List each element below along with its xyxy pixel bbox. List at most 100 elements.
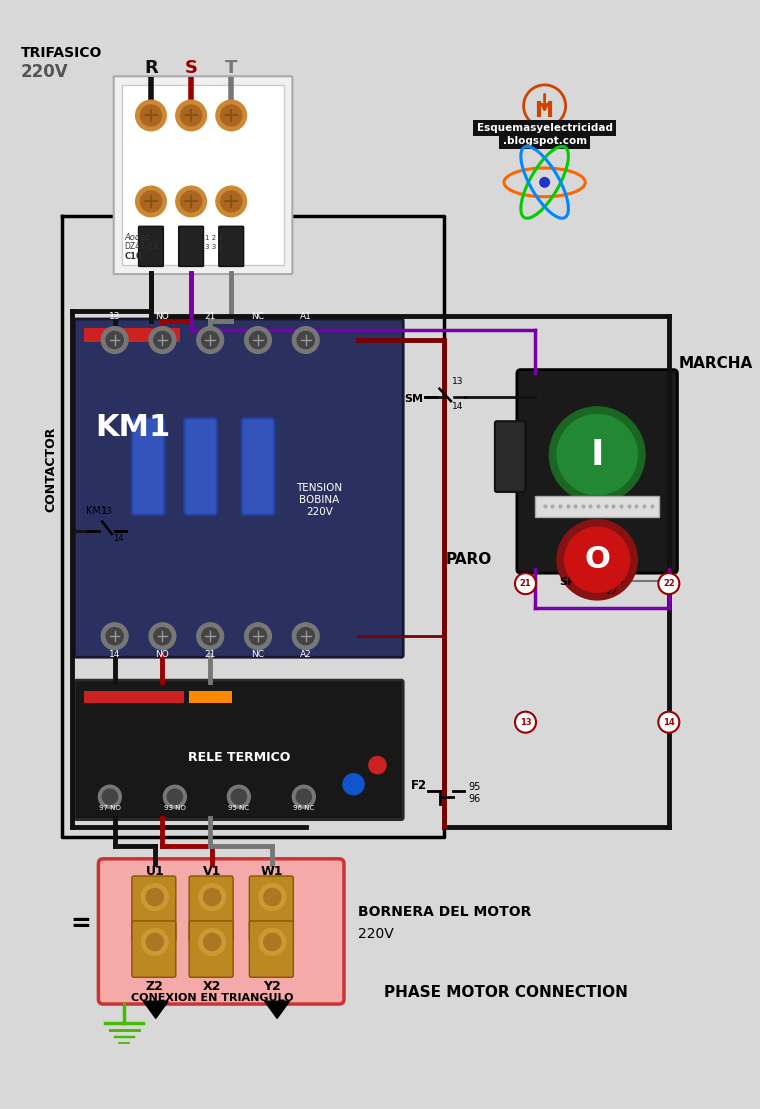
Circle shape [245, 623, 271, 650]
Text: SP: SP [559, 577, 575, 587]
Circle shape [245, 327, 271, 354]
Text: 13: 13 [109, 312, 120, 321]
Circle shape [149, 623, 176, 650]
Text: DZ47-63: DZ47-63 [124, 242, 157, 252]
Circle shape [181, 105, 201, 126]
Circle shape [231, 790, 246, 804]
Circle shape [220, 105, 242, 126]
Circle shape [198, 928, 226, 955]
Text: KM1: KM1 [86, 506, 107, 516]
Text: 14: 14 [112, 533, 123, 542]
Circle shape [106, 332, 123, 348]
Circle shape [106, 628, 123, 644]
Circle shape [197, 327, 223, 354]
Circle shape [101, 623, 128, 650]
Text: Aodec: Aodec [124, 233, 150, 242]
Circle shape [293, 327, 319, 354]
Text: O: O [584, 546, 610, 574]
Text: U1: U1 [145, 865, 164, 878]
Circle shape [146, 934, 163, 950]
FancyBboxPatch shape [114, 77, 293, 274]
Text: Z2: Z2 [146, 979, 163, 993]
Circle shape [540, 177, 549, 187]
Bar [535, 496, 659, 517]
FancyBboxPatch shape [242, 418, 274, 515]
Text: 220V: 220V [358, 927, 394, 942]
Circle shape [259, 928, 286, 955]
Circle shape [181, 191, 201, 212]
Text: I: I [591, 438, 604, 471]
Circle shape [264, 888, 281, 906]
Circle shape [154, 332, 171, 348]
Circle shape [176, 186, 207, 216]
Text: CONTACTOR: CONTACTOR [44, 426, 57, 511]
Circle shape [658, 573, 679, 594]
Text: 1 2 3: 1 2 3 [205, 235, 223, 241]
Text: S: S [185, 59, 198, 77]
Text: 95: 95 [468, 782, 480, 792]
Bar [189, 691, 232, 703]
Circle shape [197, 623, 223, 650]
Text: NC: NC [252, 312, 264, 321]
FancyBboxPatch shape [122, 85, 283, 265]
Text: 13: 13 [101, 507, 112, 516]
Circle shape [264, 934, 281, 950]
Circle shape [149, 327, 176, 354]
Text: 13: 13 [452, 377, 464, 386]
Text: 14: 14 [663, 718, 675, 726]
FancyBboxPatch shape [74, 680, 404, 820]
Text: 96 NC: 96 NC [293, 805, 315, 811]
Text: Y2: Y2 [264, 979, 281, 993]
Text: W1: W1 [261, 865, 283, 878]
Circle shape [658, 712, 679, 733]
Circle shape [227, 785, 250, 808]
Circle shape [557, 520, 638, 600]
FancyBboxPatch shape [495, 421, 525, 492]
Circle shape [136, 100, 166, 131]
Circle shape [259, 884, 286, 910]
FancyBboxPatch shape [249, 876, 293, 942]
Text: 13: 13 [520, 718, 531, 726]
Bar [84, 327, 179, 342]
Text: 96: 96 [468, 794, 480, 804]
FancyBboxPatch shape [138, 226, 163, 266]
Circle shape [557, 415, 638, 495]
Text: PHASE MOTOR CONNECTION: PHASE MOTOR CONNECTION [385, 986, 629, 1000]
Circle shape [343, 774, 364, 795]
Circle shape [103, 790, 118, 804]
Text: A1: A1 [299, 312, 312, 321]
Circle shape [201, 332, 219, 348]
Text: TENSION
BOBINA
220V: TENSION BOBINA 220V [296, 484, 342, 517]
Text: 14: 14 [452, 401, 464, 410]
FancyBboxPatch shape [185, 418, 217, 515]
Circle shape [515, 573, 536, 594]
Polygon shape [264, 1001, 290, 1018]
Text: .blogspot.com: .blogspot.com [502, 136, 587, 146]
FancyBboxPatch shape [131, 920, 176, 977]
FancyBboxPatch shape [98, 858, 344, 1004]
Circle shape [201, 628, 219, 644]
FancyBboxPatch shape [179, 226, 204, 266]
Circle shape [369, 756, 386, 774]
Circle shape [176, 100, 207, 131]
Text: 22: 22 [606, 587, 618, 597]
Text: BORNERA DEL MOTOR: BORNERA DEL MOTOR [358, 905, 532, 919]
Text: T: T [225, 59, 237, 77]
Text: 97 NO: 97 NO [99, 805, 121, 811]
Circle shape [216, 100, 246, 131]
Text: 21: 21 [520, 579, 531, 588]
Bar [84, 691, 185, 703]
Circle shape [249, 332, 267, 348]
Text: 21: 21 [204, 312, 216, 321]
Circle shape [167, 790, 182, 804]
FancyBboxPatch shape [517, 369, 677, 573]
Circle shape [293, 623, 319, 650]
Circle shape [141, 884, 168, 910]
Text: 220V: 220V [21, 63, 68, 81]
Text: 21: 21 [606, 560, 618, 569]
Circle shape [163, 785, 186, 808]
Circle shape [297, 332, 315, 348]
FancyBboxPatch shape [189, 920, 233, 977]
Text: NO: NO [156, 312, 169, 321]
Circle shape [146, 888, 163, 906]
